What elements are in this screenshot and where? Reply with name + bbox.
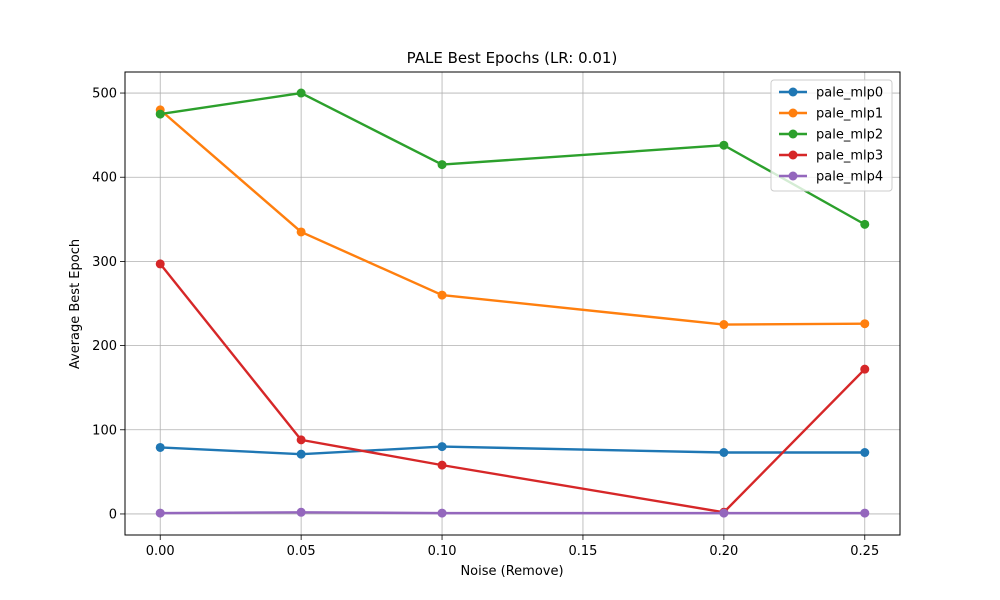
y-axis-label: Average Best Epoch: [68, 239, 83, 369]
data-point: [860, 448, 870, 458]
legend-swatch-marker: [788, 171, 798, 181]
data-point: [155, 109, 165, 119]
data-point: [155, 259, 165, 269]
data-point: [296, 88, 306, 98]
plot-frame: [124, 71, 901, 536]
x-axis-label: Noise (Remove): [460, 564, 563, 579]
data-point: [155, 442, 165, 452]
series-layer: [155, 88, 870, 518]
legend-swatch-marker: [788, 150, 798, 160]
data-point: [296, 435, 306, 445]
data-point: [296, 507, 306, 517]
axes: 0.00 0.05 0.10 0.15 0.20 0.25 0 100 200 300 400 500: [92, 87, 879, 559]
y-tick-label: 100: [92, 423, 117, 438]
data-point: [437, 290, 447, 300]
data-point: [296, 449, 306, 459]
x-tick-label: 0.20: [709, 544, 738, 559]
legend-swatch-marker: [788, 129, 798, 139]
data-point: [719, 140, 729, 150]
x-tick-label: 0.15: [568, 544, 597, 559]
legend-label: pale_mlp4: [816, 170, 883, 185]
x-tick-label: 0.10: [428, 544, 457, 559]
legend-label: pale_mlp0: [816, 86, 883, 101]
x-tick-label: 0.25: [850, 544, 879, 559]
series-pale_mlp3: [155, 259, 870, 517]
series-pale_mlp1: [155, 105, 870, 330]
data-point: [437, 442, 447, 452]
legend-label: pale_mlp3: [816, 149, 883, 164]
legend-box: [770, 79, 893, 192]
legend: pale_mlp0 pale_mlp1 pale_mlp2 pale_mlp3pale…: [770, 79, 893, 192]
series-pale_mlp2: [155, 88, 870, 229]
data-point: [719, 448, 729, 458]
data-point: [860, 219, 870, 229]
legend-item: pale_mlp2: [779, 128, 883, 143]
data-point: [860, 508, 870, 518]
series-line: [159, 108, 865, 326]
y-tick-label: 0: [109, 507, 117, 522]
data-point: [860, 319, 870, 329]
legend-label: pale_mlp2: [816, 128, 883, 143]
data-point: [437, 460, 447, 470]
x-tick-label: 0.05: [287, 544, 316, 559]
y-tick-label: 400: [92, 171, 117, 186]
legend-label: pale_mlp1: [816, 107, 883, 122]
data-point: [719, 320, 729, 330]
data-point: [719, 508, 729, 518]
series-line: [160, 91, 866, 226]
data-point: [860, 364, 870, 374]
data-point: [437, 508, 447, 518]
series-line: [159, 263, 866, 514]
legend-item: pale_mlp0: [779, 86, 883, 101]
series-pale_mlp4: [155, 507, 870, 518]
y-tick-label: 500: [92, 87, 117, 102]
y-tick-label: 200: [92, 339, 117, 354]
legend-item: pale_mlp4: [779, 170, 883, 185]
y-tick-label: 300: [92, 255, 117, 270]
series-line: [160, 511, 865, 515]
data-point: [155, 508, 165, 518]
data-point: [437, 160, 447, 170]
x-tick-label: 0.00: [146, 544, 175, 559]
data-point: [296, 227, 306, 237]
legend-swatch-marker: [788, 108, 798, 118]
series-pale_mlp0: [155, 442, 870, 459]
legend-item: pale_mlp1: [779, 107, 883, 122]
legend-swatch-marker: [788, 87, 798, 97]
legend-item: pale_mlp3: [779, 149, 883, 164]
chart-title: PALE Best Epochs (LR: 0.01): [407, 49, 618, 67]
series-line: [160, 445, 865, 456]
